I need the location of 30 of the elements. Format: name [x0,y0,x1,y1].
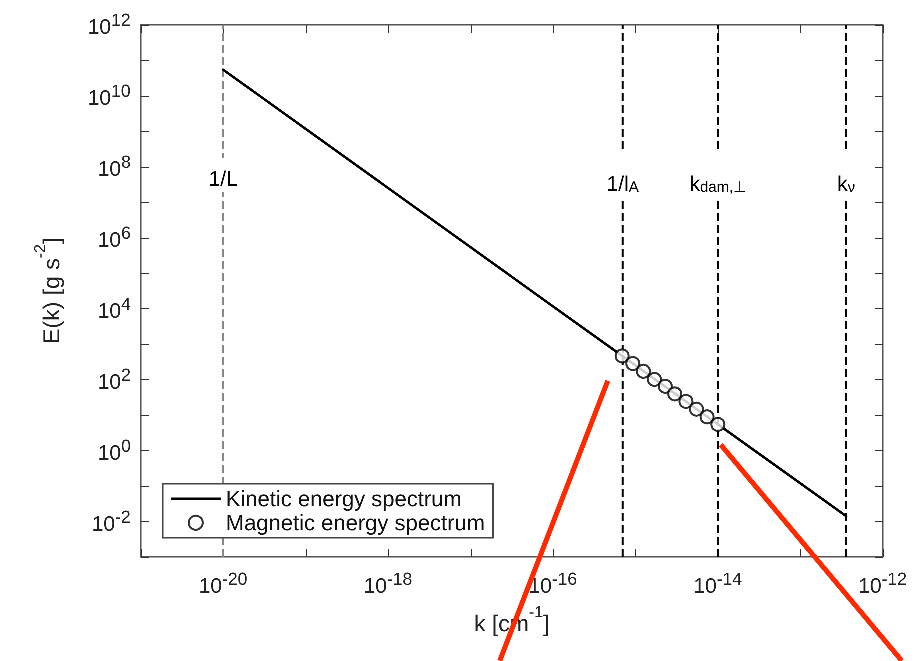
point [658,379,673,394]
y-tick-label: 10$^{0}$ [98,436,132,465]
y-tick-label: 10$^{2}$ [98,364,132,394]
point [678,394,694,410]
x-tick-label: 10$^{-12}$ [858,569,908,598]
point [689,402,704,417]
y-tick-label: 10$^{4}$ [98,294,132,323]
ref-line-label: 1/L [208,168,238,191]
y-tick-label: 10$^{6}$ [98,222,132,252]
y-tick-label: 10$^{8}$ [98,152,132,181]
point [614,348,630,364]
x-tick-label: 10$^{-16}$ [528,569,578,598]
ref-line-label: kν [837,173,856,196]
x-tick-label: 10$^{-14}$ [694,569,742,598]
y-tick-label: 10$^{12}$ [88,10,131,39]
ref-line-label: kdam,⊥ [690,173,747,196]
point [626,356,641,372]
point [647,372,662,388]
y-tick-label: 10$^{10}$ [88,80,131,110]
x-tick-label: 10$^{-20}$ [198,569,248,598]
ref-line-label: 1/lA [606,173,639,196]
y-tick-label: 10$^{-2}$ [92,506,131,536]
legend-label: Kinetic energy spectrum [226,486,462,512]
legend-label: Magnetic energy spectrum [226,510,486,536]
y-axis-title: E(k) [g s-2] [32,238,64,344]
point [636,364,652,379]
point [710,417,726,432]
point [700,410,715,425]
x-tick-label: 10$^{-18}$ [364,569,412,598]
point [668,386,683,402]
